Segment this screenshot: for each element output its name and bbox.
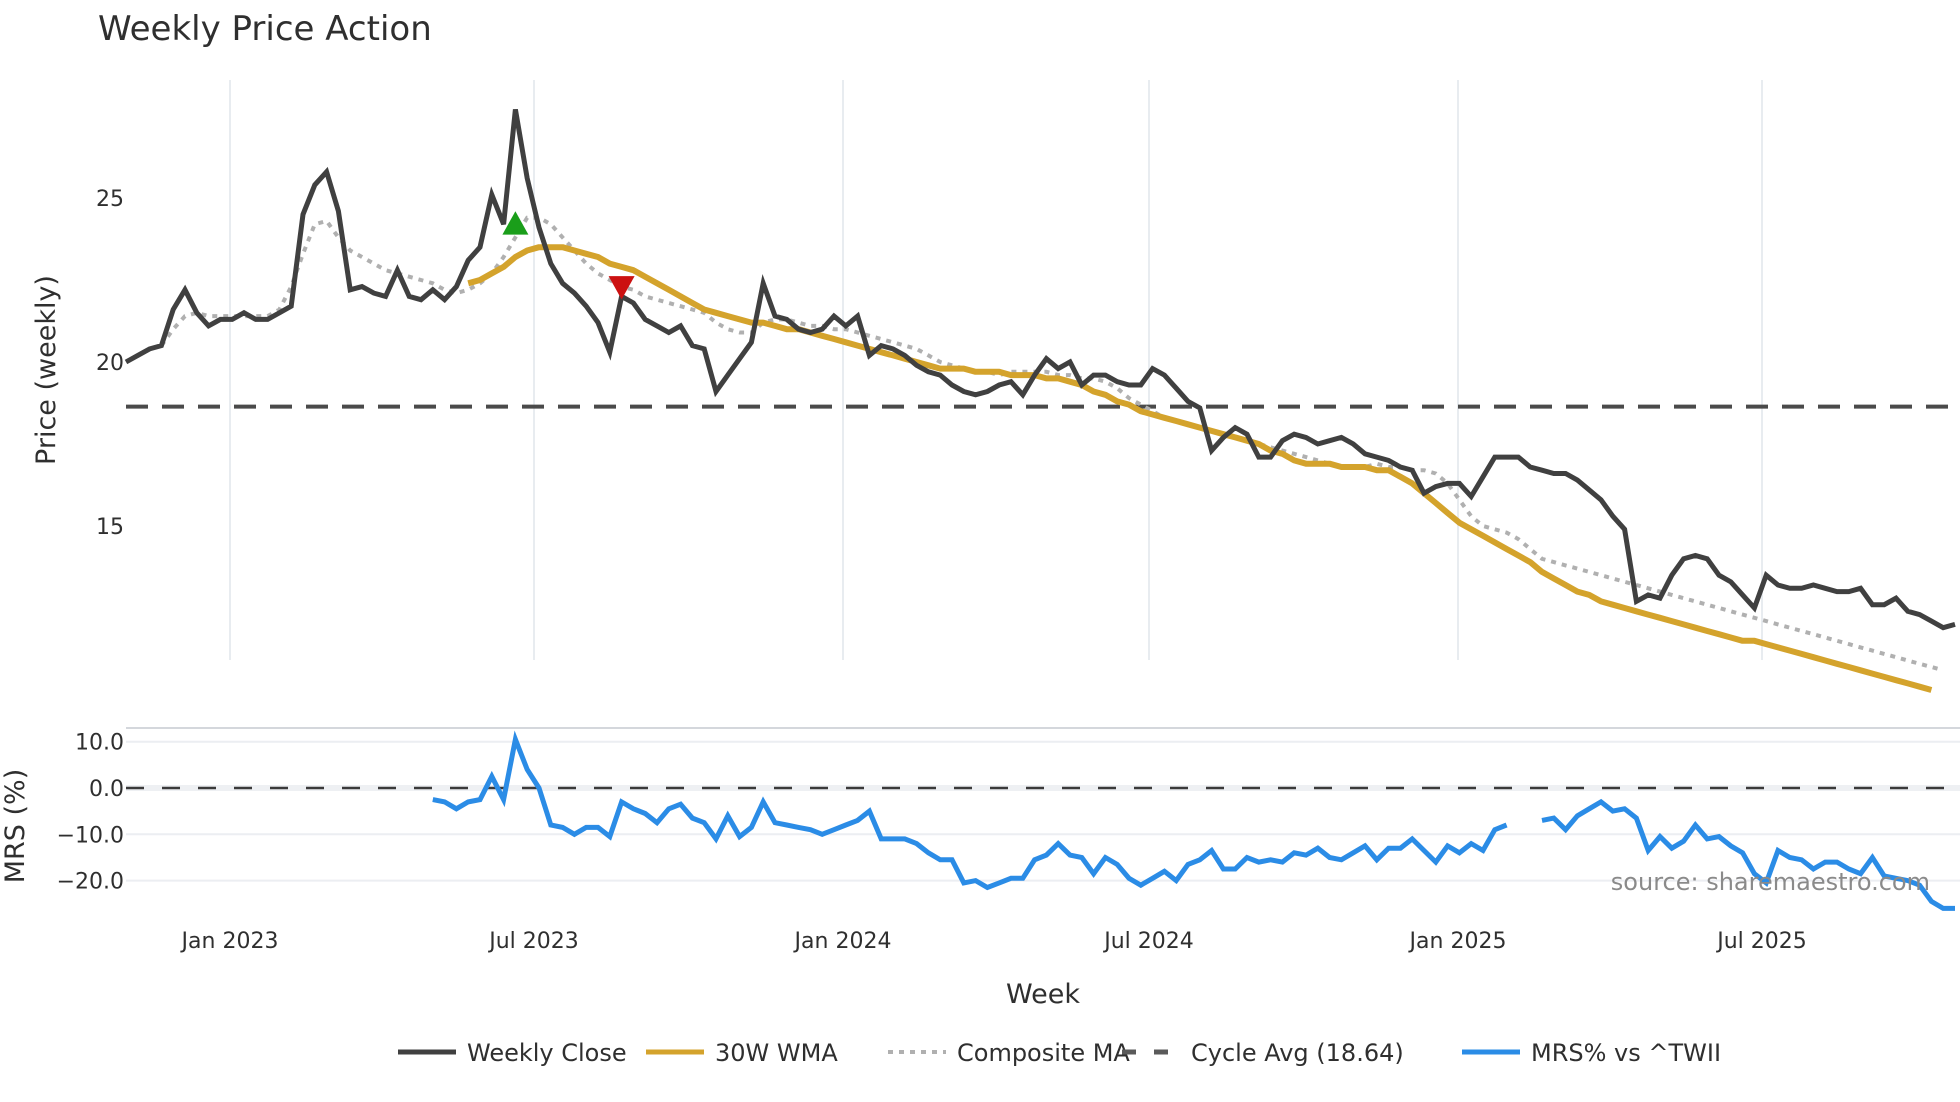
legend-label: 30W WMA [715,1039,838,1067]
x-tick-label: Jan 2024 [793,929,892,954]
mrs-line-segment [432,730,1508,891]
vertical-gridlines [229,80,1763,660]
mrs-y-tick-label: −10.0 [57,823,124,848]
mrs-axis-title: MRS (%) [0,769,31,884]
x-tick-label: Jan 2023 [180,929,279,954]
legend-item[interactable]: Composite MA [888,1039,1130,1067]
x-tick-label: Jul 2025 [1715,929,1807,954]
weekly-close-line [124,108,1956,631]
price-y-tick-label: 15 [96,515,124,540]
source-watermark: source: sharemaestro.com [1611,868,1930,896]
price-y-ticks: 25 20 15 [96,187,124,540]
price-panel: 25 20 15 Price (weekly) [31,80,1960,693]
legend-item[interactable]: Weekly Close [398,1039,627,1067]
mrs-line [432,730,1955,911]
x-tick-label: Jul 2023 [487,929,579,954]
buy-signal-triangle-up-icon [502,211,529,235]
x-axis-ticks: Jan 2023 Jul 2023 Jan 2024 Jul 2024 Jan 2025… [180,929,1807,954]
mrs-y-tick-label: −20.0 [57,870,124,895]
mrs-line-segment [1541,798,1955,911]
x-tick-label: Jul 2024 [1102,929,1194,954]
price-y-tick-label: 20 [96,351,124,376]
mrs-y-tick-label: 10.0 [75,731,124,756]
mrs-horizontal-gridlines [126,740,1960,882]
x-tick-label: Jan 2025 [1408,929,1507,954]
mrs-y-tick-label: 0.0 [89,777,124,802]
chart-title: Weekly Price Action [98,9,432,49]
x-axis-title: Week [1006,979,1080,1010]
wma-30w-line [467,244,1933,693]
price-y-tick-label: 25 [96,187,124,212]
sell-signal-triangle-down-icon [608,276,635,300]
mrs-panel: 10.0 0.0 −10.0 −20.0 MRS (%) source: sharem… [0,727,1960,911]
legend-item[interactable]: MRS% vs ^TWII [1462,1039,1721,1067]
composite-ma-line [159,215,1944,673]
legend-label: Weekly Close [467,1039,627,1067]
legend-label: Composite MA [957,1039,1130,1067]
legend-label: MRS% vs ^TWII [1531,1039,1721,1067]
legend: Weekly Close 30W WMA Composite MA Cycle Avg… [398,1039,1721,1067]
legend-label: Cycle Avg (18.64) [1191,1039,1404,1067]
price-axis-title: Price (weekly) [31,275,62,465]
legend-item[interactable]: Cycle Avg (18.64) [1122,1039,1404,1067]
legend-item[interactable]: 30W WMA [646,1039,838,1067]
mrs-y-ticks: 10.0 0.0 −10.0 −20.0 [57,731,124,895]
